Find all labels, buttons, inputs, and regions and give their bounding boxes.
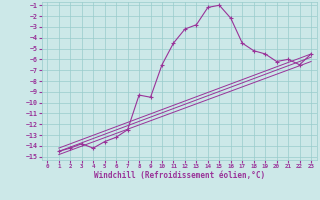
X-axis label: Windchill (Refroidissement éolien,°C): Windchill (Refroidissement éolien,°C) bbox=[94, 171, 265, 180]
